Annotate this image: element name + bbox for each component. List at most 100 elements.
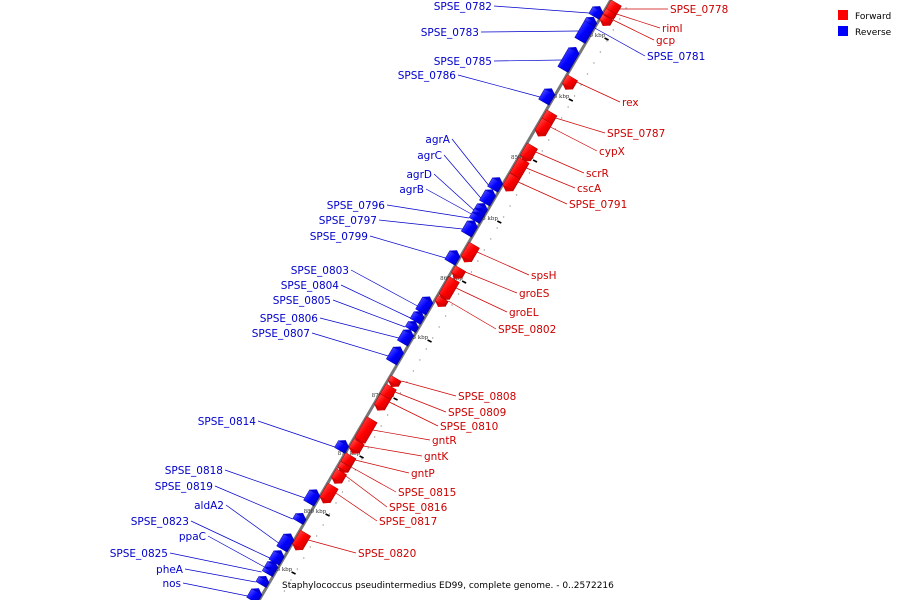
scale-dot <box>509 205 511 207</box>
scale-dot <box>361 458 363 460</box>
tick-mark <box>427 339 432 343</box>
legend: Forward Reverse <box>838 10 892 38</box>
gene-label-spse-0803: SPSE_0803 <box>291 265 349 277</box>
leader-agra <box>451 138 489 186</box>
leader-spse-0808 <box>401 380 457 397</box>
tick-mark <box>568 98 574 102</box>
leader-agrd <box>433 173 474 211</box>
gene-label-spse-0778: SPSE_0778 <box>670 4 728 16</box>
tick-mark <box>461 280 467 284</box>
leader-spse-0814 <box>257 420 335 448</box>
gene-arrow-tip <box>472 211 483 219</box>
scale-dot <box>548 139 550 141</box>
gene-label-spse-0797: SPSE_0797 <box>319 215 377 227</box>
gene-label-groel: groEL <box>509 307 539 319</box>
leader-alda2 <box>225 504 279 544</box>
tick-mark <box>496 220 502 224</box>
leader-groel <box>455 287 508 313</box>
scale-dot <box>367 447 369 449</box>
gene-arrow-tip <box>467 220 478 227</box>
leader-spse-0820 <box>308 539 357 554</box>
gene-label-ppac: ppaC <box>179 531 206 543</box>
leader-scrr <box>535 151 585 174</box>
gene-label-spse-0783: SPSE_0783 <box>421 27 479 39</box>
scale-dot <box>322 524 324 526</box>
leader-spse-0818 <box>224 469 306 499</box>
gene-arrow-tip <box>544 88 555 95</box>
gene-label-spse-0810: SPSE_0810 <box>440 421 498 433</box>
leader-spsh <box>476 251 530 276</box>
gene-label-agrc: agrC <box>417 150 442 162</box>
scale-dot <box>612 29 614 31</box>
gene-label-spse-0820: SPSE_0820 <box>358 548 416 560</box>
leader-rimi <box>616 13 661 29</box>
scale-dot <box>580 84 582 86</box>
scale-dot <box>335 502 337 504</box>
legend-forward-label: Forward <box>855 12 891 22</box>
leader-phea <box>184 568 256 583</box>
gene-label-agra: agrA <box>425 134 450 146</box>
gene-arrow-tip <box>319 496 331 504</box>
scale-dot <box>296 568 299 570</box>
tick-label: 840 kbp <box>583 33 606 39</box>
leader-spse-0817 <box>335 492 378 522</box>
leader-rex <box>576 81 621 103</box>
tick-label: 845 kbp <box>547 94 570 100</box>
gene-arrow-tip <box>348 447 360 454</box>
gene-arrow-tip <box>492 177 503 184</box>
leader-spse-0797 <box>378 219 463 230</box>
leader-spse-0791 <box>518 181 568 205</box>
scale-dot <box>470 271 473 273</box>
gene-label-spse-0786: SPSE_0786 <box>398 70 457 82</box>
gene-arrow-tip <box>485 189 496 196</box>
leader-agrc <box>443 154 482 199</box>
gene-label-alda2: aldA2 <box>194 500 224 512</box>
leader-gntp <box>355 459 410 474</box>
scale-dot <box>380 425 382 427</box>
gene-label-csca: cscA <box>577 183 602 195</box>
gene-label-spsh: spsH <box>531 270 557 282</box>
leader-agrb <box>425 188 472 215</box>
gene-label-spse-0815: SPSE_0815 <box>398 487 456 499</box>
gene-arrow-tip <box>599 19 610 27</box>
tick-mark <box>325 513 330 517</box>
gene-label-spse-0806: SPSE_0806 <box>260 313 319 325</box>
forward-gene-glyph <box>561 74 579 90</box>
gene-arrow-tip <box>295 512 307 520</box>
scale-dot <box>618 18 621 20</box>
gene-label-spse-0818: SPSE_0818 <box>165 465 223 477</box>
scale-dot <box>528 172 531 174</box>
scale-dot <box>432 337 434 339</box>
gene-arrow-tip <box>477 203 488 210</box>
leader-nos <box>182 582 248 597</box>
legend-reverse-label: Reverse <box>855 28 892 38</box>
gene-label-spse-0799: SPSE_0799 <box>310 231 368 243</box>
leader-spse-0815 <box>350 466 397 493</box>
gene-label-spse-0781: SPSE_0781 <box>647 51 705 63</box>
tick-label: 885 kbp <box>270 567 293 573</box>
gene-label-spse-0782: SPSE_0782 <box>434 1 492 13</box>
scale-dot <box>386 414 389 416</box>
scale-dot <box>593 62 595 64</box>
gene-label-spse-0805: SPSE_0805 <box>273 295 331 307</box>
scale-dot <box>290 579 292 581</box>
leader-spse-0807 <box>311 332 389 357</box>
scale-dot <box>451 304 453 306</box>
gene-arrow-tip <box>586 16 597 24</box>
gene-arrow-tip <box>461 255 472 263</box>
tick-label: 865 kbp <box>406 335 429 341</box>
leader-spse-0787 <box>555 117 606 134</box>
forward-gene-glyph <box>534 117 553 137</box>
leader-spse-0802 <box>448 300 497 330</box>
gene-label-spse-0785: SPSE_0785 <box>434 56 492 68</box>
leader-spse-0819 <box>214 485 293 520</box>
gene-arrow-tip <box>374 404 385 411</box>
gene-arrow-tip <box>568 47 580 54</box>
gene-arrow-tip <box>338 440 349 447</box>
scale-dot <box>425 348 427 350</box>
scale-dot <box>541 150 544 152</box>
leader-spse-0799 <box>369 235 446 259</box>
legend-forward-swatch <box>838 10 848 20</box>
